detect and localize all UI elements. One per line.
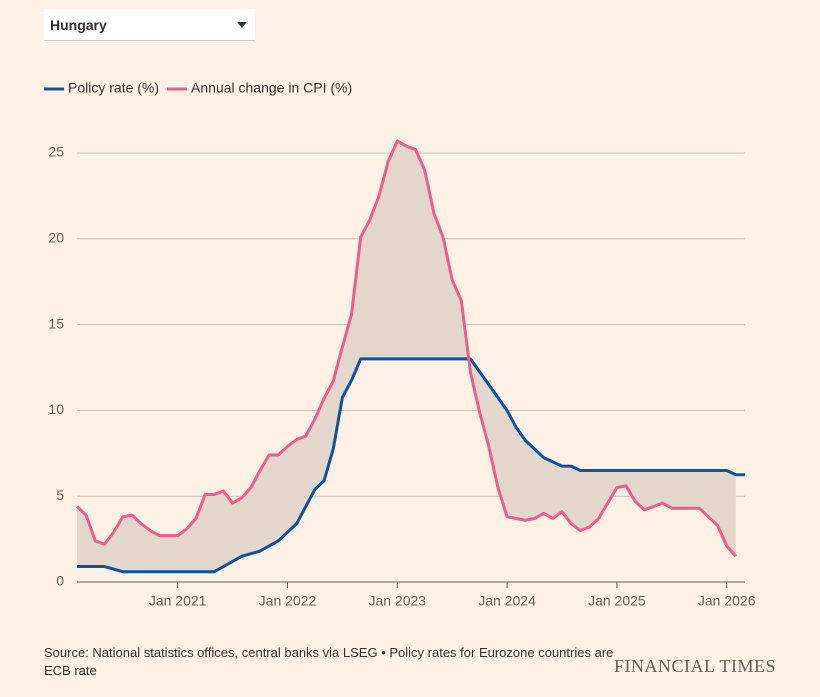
x-tick-label: Jan 2025	[588, 593, 646, 609]
y-tick-label: 5	[56, 487, 64, 503]
country-dropdown[interactable]: Hungary	[44, 9, 255, 41]
dropdown-value: Hungary	[50, 17, 107, 33]
x-tick-label: Jan 2023	[368, 593, 426, 609]
x-tick-label: Jan 2022	[259, 593, 317, 609]
x-tick-label: Jan 2026	[698, 593, 756, 609]
series-line	[75, 139, 737, 558]
y-tick-label: 15	[48, 315, 64, 331]
x-tick-label: Jan 2024	[478, 593, 536, 609]
brand: FINANCIAL TIMES	[613, 656, 776, 676]
source-note: Source: National statistics offices, cen…	[44, 645, 614, 678]
gap-area	[77, 140, 736, 572]
y-tick-label: 25	[48, 144, 64, 160]
series-line	[77, 357, 745, 574]
y-tick-label: 10	[48, 401, 64, 417]
x-tick-label: Jan 2021	[149, 593, 207, 609]
dropdown-arrow	[237, 22, 247, 28]
legend-label: Annual change in CPI (%)	[191, 80, 352, 96]
y-tick-label: 20	[48, 230, 64, 246]
legend-label: Policy rate (%)	[68, 80, 159, 96]
y-tick-label: 0	[56, 573, 64, 589]
